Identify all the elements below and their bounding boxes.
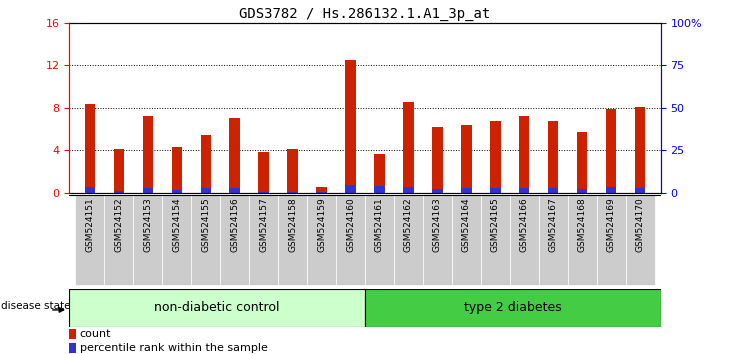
Text: GSM524157: GSM524157 [259,198,268,252]
Bar [142,188,153,193]
Bar [114,149,123,193]
Text: GSM524164: GSM524164 [462,198,471,252]
Bar [104,195,133,285]
Bar [481,195,510,285]
Text: GSM524160: GSM524160 [346,198,355,252]
Title: GDS3782 / Hs.286132.1.A1_3p_at: GDS3782 / Hs.286132.1.A1_3p_at [239,7,491,21]
Bar [316,192,326,193]
Bar [394,195,423,285]
Bar [577,132,588,193]
Bar [172,147,182,193]
Text: GSM524155: GSM524155 [201,198,210,252]
Bar [162,195,191,285]
Text: type 2 diabetes: type 2 diabetes [464,302,561,314]
Bar [133,195,162,285]
Bar [336,195,365,285]
Text: GSM524167: GSM524167 [549,198,558,252]
Bar [374,154,385,193]
Bar [607,188,616,193]
Bar [452,195,481,285]
Bar [316,187,326,193]
Text: GSM524159: GSM524159 [317,198,326,252]
Bar [519,188,529,193]
FancyBboxPatch shape [69,289,365,327]
Bar [75,195,104,285]
Bar [568,195,597,285]
Bar [288,192,298,193]
Bar [345,185,356,193]
Bar [548,121,558,193]
Bar [577,189,588,193]
Text: GSM524153: GSM524153 [143,198,152,252]
Text: GSM524169: GSM524169 [607,198,616,252]
Bar [258,192,269,193]
Bar [597,195,626,285]
Bar [220,195,249,285]
Bar [491,121,501,193]
Text: GSM524168: GSM524168 [578,198,587,252]
Text: GSM524163: GSM524163 [433,198,442,252]
Bar [519,116,529,193]
Bar [201,135,211,193]
Bar [607,109,616,193]
Text: disease state: disease state [1,301,71,311]
Text: GSM524154: GSM524154 [172,198,181,252]
Bar [635,107,645,193]
Bar [85,104,95,193]
Text: GSM524156: GSM524156 [230,198,239,252]
Bar [404,102,414,193]
Bar [510,195,539,285]
Bar [539,195,568,285]
Text: percentile rank within the sample: percentile rank within the sample [80,343,267,353]
Text: GSM524162: GSM524162 [404,198,413,252]
Text: GSM524166: GSM524166 [520,198,529,252]
Text: GSM524158: GSM524158 [288,198,297,252]
Bar [69,329,76,339]
Bar [635,188,645,193]
Bar [229,188,239,193]
Bar [114,191,123,193]
Bar [278,195,307,285]
Bar [288,149,298,193]
Bar [404,187,414,193]
FancyBboxPatch shape [365,289,661,327]
Bar [191,195,220,285]
Bar [258,152,269,193]
Bar [85,187,95,193]
Text: non-diabetic control: non-diabetic control [155,302,280,314]
Bar [142,116,153,193]
Bar [461,125,472,193]
Text: count: count [80,329,111,339]
Bar [229,118,239,193]
Bar [374,186,385,193]
Bar [249,195,278,285]
Text: GSM524151: GSM524151 [85,198,94,252]
Bar [548,188,558,193]
Bar [423,195,452,285]
Bar [432,127,442,193]
Text: GSM524170: GSM524170 [636,198,645,252]
Text: GSM524161: GSM524161 [375,198,384,252]
Text: GSM524152: GSM524152 [114,198,123,252]
Text: GSM524165: GSM524165 [491,198,500,252]
Bar [345,60,356,193]
Bar [626,195,655,285]
Bar [201,188,211,193]
Bar [365,195,394,285]
Bar [491,188,501,193]
Bar [172,190,182,193]
Bar [307,195,336,285]
Bar [69,343,76,353]
Bar [432,189,442,193]
Bar [461,188,472,193]
